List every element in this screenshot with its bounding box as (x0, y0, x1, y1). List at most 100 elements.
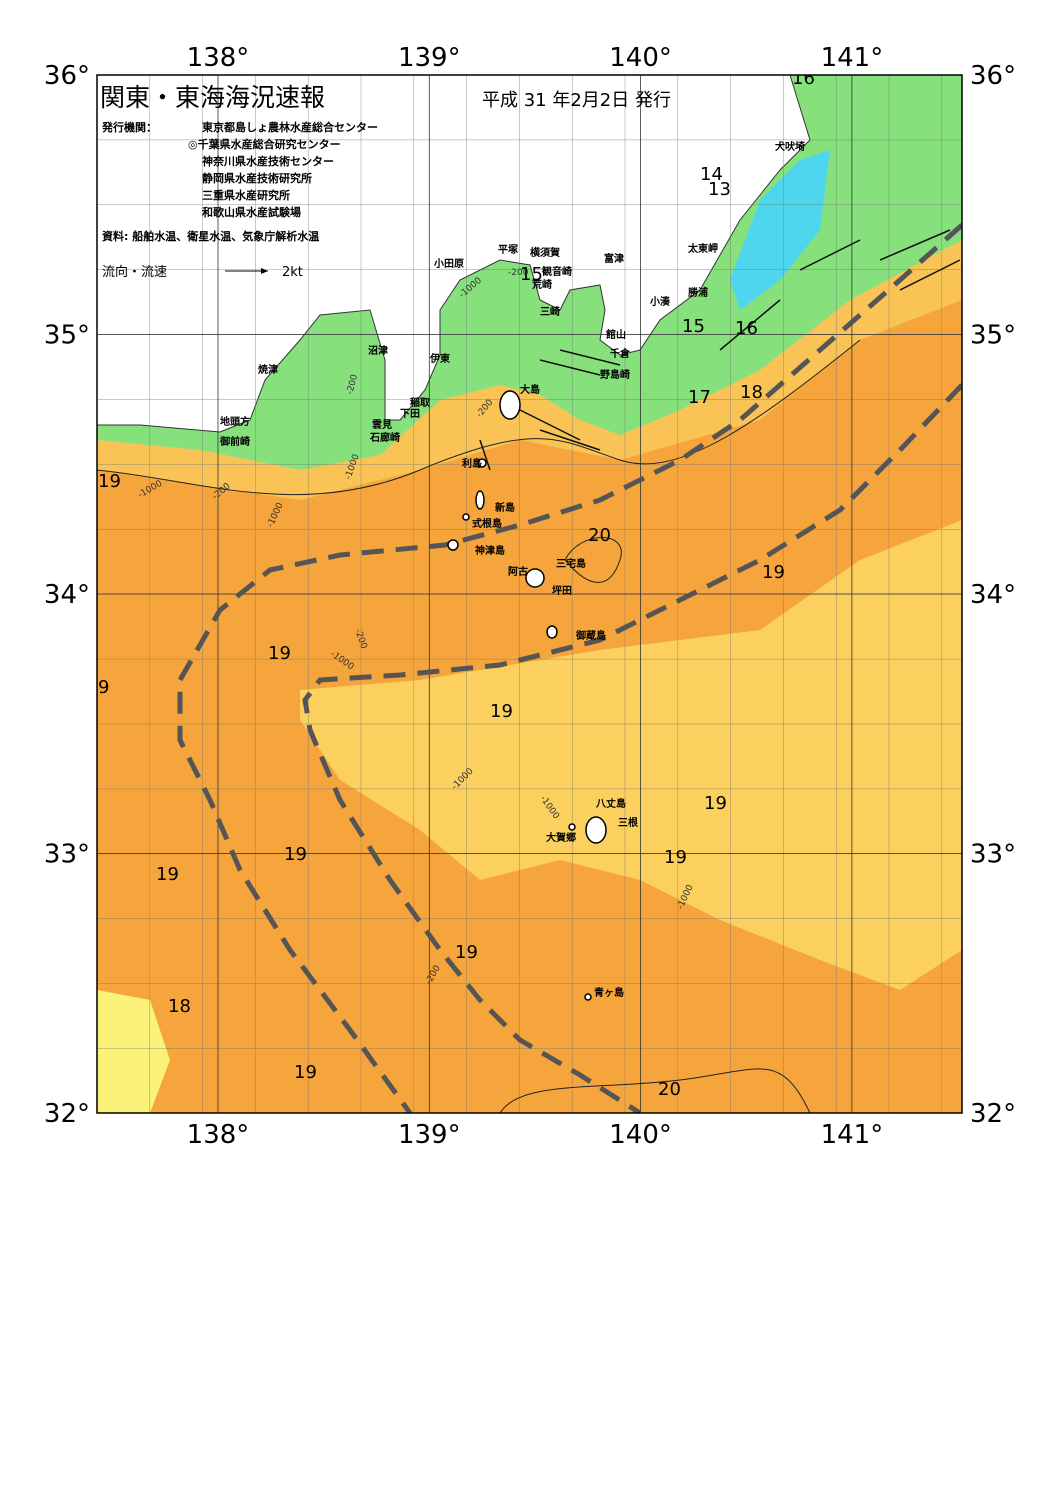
place-name: 横須賀 (530, 246, 560, 259)
place-name: 坪田 (552, 584, 572, 597)
kuroshio-path (177, 223, 962, 1113)
lat-label: 33° (44, 840, 90, 870)
place-name: 御蔵島 (575, 629, 606, 642)
isotherm-label: 9 (98, 677, 109, 698)
isotherm-label: 18 (740, 382, 763, 403)
place-name: 犬吠埼 (775, 140, 805, 153)
place-name: 利島 (462, 457, 482, 470)
isotherm-label: 19 (98, 471, 121, 492)
lon-label: 138° (187, 43, 250, 73)
place-name: 平塚 (498, 243, 518, 256)
isotherm-label: 19 (156, 864, 179, 885)
isotherm-label: 17 (688, 387, 711, 408)
axis-labels: 138° 138° 139° 139° 140° 140° 141° 141° 36° 36° 35… (44, 43, 1016, 1150)
place-name: 新島 (495, 501, 515, 514)
isotherm-label: 15 (682, 316, 705, 337)
isotherm-label: 19 (704, 793, 727, 814)
place-name: 稲取 (410, 396, 431, 409)
legend-label: 流向・流速 (102, 264, 167, 280)
map-frame (96, 74, 963, 1114)
place-name: 観音崎 (542, 265, 572, 278)
place-name: 阿古 (508, 565, 528, 578)
issue-date: 平成 31 年2月2日 発行 (482, 90, 671, 111)
place-name: 館山 (605, 328, 626, 341)
lat-label: 34° (970, 580, 1016, 610)
place-name: 小湊 (649, 295, 671, 308)
lon-label: 138° (187, 1120, 250, 1150)
isotherm-label: 19 (268, 643, 291, 664)
publisher: 和歌山県水産試験場 (202, 205, 301, 219)
isotherm-label: 19 (294, 1062, 317, 1083)
lat-label: 35° (44, 321, 90, 351)
place-name: 石廊崎 (369, 431, 400, 444)
isotherm-label: 19 (455, 942, 478, 963)
lon-label: 141° (821, 1120, 884, 1150)
isotherm-label: 19 (490, 701, 513, 722)
place-name: 八丈島 (595, 797, 626, 810)
isotherm-label: 15 (520, 264, 543, 285)
place-name: 下田 (400, 408, 420, 420)
place-name: 大賀郷 (546, 831, 576, 844)
isotherms (97, 339, 861, 1113)
lat-label: 34° (44, 580, 90, 610)
lon-label: 140° (609, 1120, 672, 1150)
isotherm-label: 14 (700, 164, 723, 185)
publisher: ◎千葉県水産総合研究センター (188, 137, 341, 151)
publisher-label: 発行機関： (101, 120, 157, 134)
depth-label: -200 (508, 268, 529, 278)
place-name: 雲見 (372, 419, 392, 431)
place-name: 三宅島 (556, 557, 586, 570)
place-name: 勝浦 (688, 286, 708, 299)
isotherm-label: 16 (735, 318, 758, 339)
grid (97, 75, 962, 1113)
isotherm-label: 19 (284, 844, 307, 865)
place-name: 地頭方 (220, 415, 250, 428)
islands (447, 390, 607, 1001)
place-name: 青ヶ島 (594, 986, 624, 999)
isotherm-label: 13 (708, 179, 731, 200)
sea-mild (300, 520, 962, 990)
isotherm-label: 19 (762, 562, 785, 583)
place-name: 三根 (618, 816, 638, 829)
isotherm-label: 20 (588, 525, 611, 546)
place-name: 千倉 (610, 347, 631, 360)
place-name: 御前崎 (219, 435, 250, 448)
lat-label: 32° (970, 1099, 1016, 1129)
title: 関東・東海海況速報 (100, 83, 325, 112)
place-name: 式根島 (472, 517, 502, 530)
sources: 資料: 船舶水温、衛星水温、気象庁解析水温 (102, 229, 319, 243)
place-name: 野島崎 (600, 368, 630, 381)
place-name: 神津島 (475, 544, 505, 557)
place-name: 焼津 (258, 363, 278, 376)
publisher: 静岡県水産技術研究所 (202, 171, 312, 185)
lon-label: 141° (821, 43, 884, 73)
publisher: 東京都島しょ農林水産総合センター (202, 120, 378, 134)
place-name: 大島 (520, 383, 540, 396)
lat-label: 35° (970, 321, 1016, 351)
place-name: 小田原 (433, 257, 464, 270)
publisher: 神奈川県水産技術センター (202, 154, 334, 168)
place-name: 太東岬 (687, 242, 718, 255)
publisher: 三重県水産研究所 (202, 188, 290, 202)
lon-label: 139° (398, 43, 461, 73)
sea-cold (730, 150, 830, 310)
lat-label: 36° (44, 61, 90, 91)
lat-label: 33° (970, 840, 1016, 870)
place-name: 沼津 (368, 344, 388, 357)
current-arrows (479, 229, 961, 471)
lon-label: 139° (398, 1120, 461, 1150)
lon-label: 140° (609, 43, 672, 73)
legend-arrowhead (261, 268, 268, 274)
sea-cool-patch (97, 990, 170, 1113)
isotherm-label: 18 (168, 996, 191, 1017)
place-name: 三崎 (540, 305, 560, 318)
lat-label: 32° (44, 1099, 90, 1129)
isotherm-label: 20 (658, 1079, 681, 1100)
place-name: 富津 (604, 252, 624, 265)
legend-unit: 2kt (282, 265, 303, 280)
lat-label: 36° (970, 61, 1016, 91)
isotherm-label: 19 (664, 847, 687, 868)
isotherm-label: 16 (792, 68, 815, 89)
